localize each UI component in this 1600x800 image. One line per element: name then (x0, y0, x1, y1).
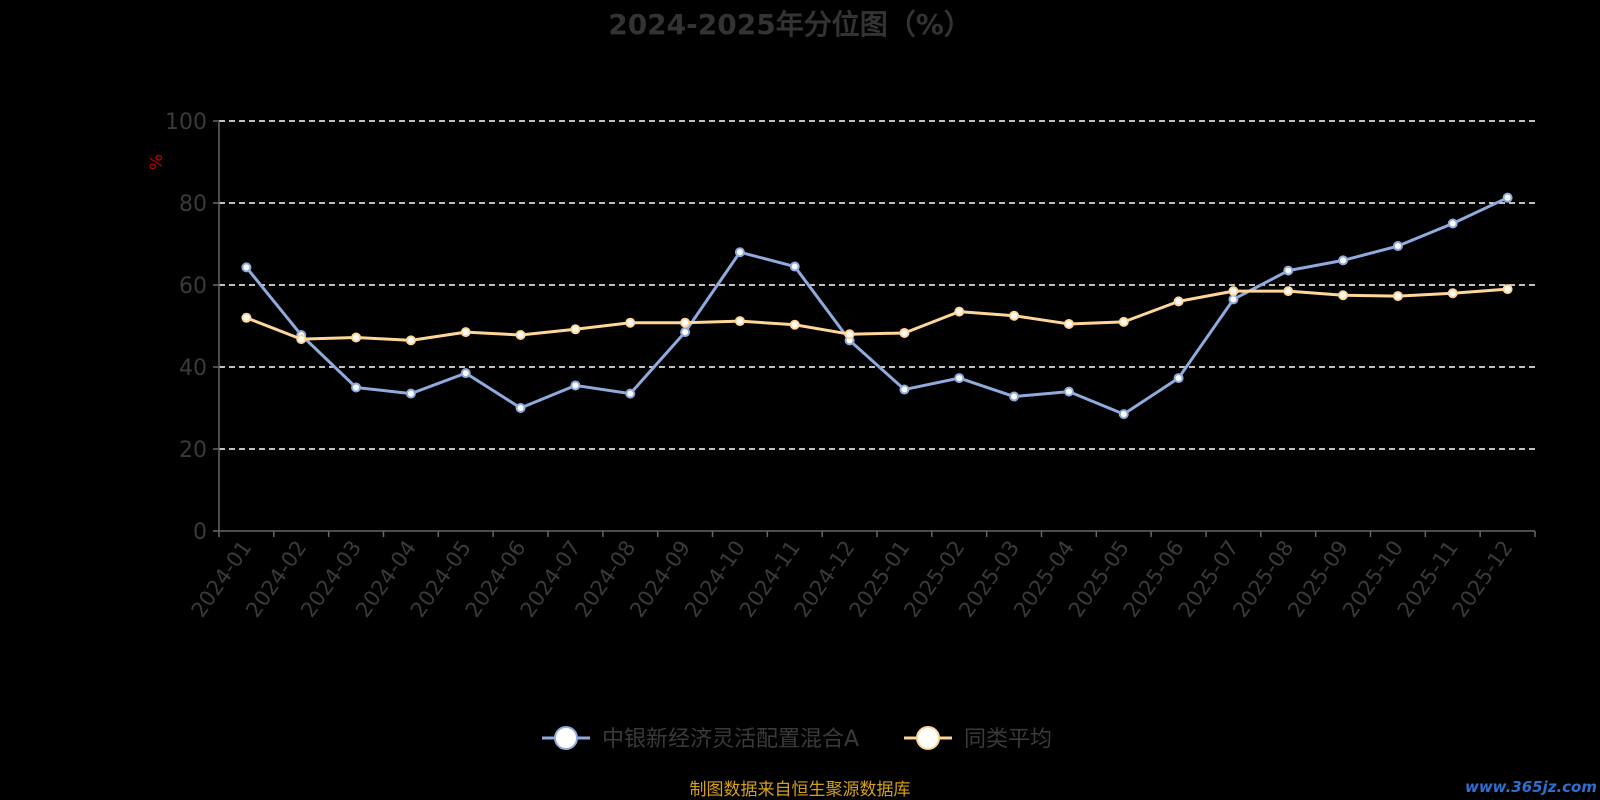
series-2-point-2024-07 (570, 324, 581, 335)
series-1-point-2024-05 (460, 368, 471, 379)
series-line-1 (245, 196, 1509, 416)
series-2-point-2024-12 (844, 329, 855, 340)
legend-marker-2 (916, 726, 940, 750)
series-line-2 (245, 287, 1508, 342)
y-tick-label-100: 100 (165, 110, 207, 135)
series-1-point-2024-01 (241, 262, 252, 273)
series-1-point-2024-04 (405, 388, 416, 399)
y-tick-label-80: 80 (179, 192, 207, 217)
series-2-point-2024-01 (241, 312, 252, 323)
chart-title: 2024-2025年分位图（%） (608, 8, 972, 41)
series-2-point-2025-08 (1283, 286, 1294, 297)
series-1-point-2025-03 (1009, 391, 1020, 402)
series-1-point-2025-11 (1447, 218, 1458, 229)
series-1-point-2024-06 (515, 403, 526, 413)
series-2 (241, 284, 1513, 346)
series-1-point-2025-05 (1118, 409, 1129, 420)
series-2-point-2025-01 (899, 327, 910, 338)
series-2-point-2025-04 (1063, 318, 1074, 329)
y-tick-labels: 0 20 40 60 80 100 (165, 110, 207, 545)
y-axis-unit-label: % (147, 154, 167, 170)
series-2-point-2025-12 (1502, 284, 1513, 295)
y-tick-label-0: 0 (193, 520, 207, 545)
series-1 (241, 192, 1513, 420)
series-2-point-2025-03 (1009, 310, 1020, 321)
series-2-point-2024-09 (680, 317, 691, 328)
data-source-note: 制图数据来自恒生聚源数据库 (690, 780, 911, 800)
y-tick-label-60: 60 (179, 274, 207, 299)
series-1-point-2025-12 (1502, 192, 1513, 203)
series-1-point-2025-10 (1392, 241, 1403, 252)
legend-item-2[interactable]: 同类平均 (904, 726, 1052, 752)
series-2-point-2024-02 (296, 334, 307, 345)
series-1-point-2024-11 (789, 261, 800, 272)
series-1-point-2025-02 (954, 373, 965, 384)
series-1-point-2024-10 (734, 247, 745, 258)
series-1-point-2025-04 (1063, 386, 1074, 397)
series-2-point-2024-10 (734, 316, 745, 327)
x-tick-labels: 2024-012024-022024-032024-042024-052024-… (187, 536, 1518, 622)
series-1-point-2025-08 (1283, 265, 1294, 276)
grid-lines (219, 120, 1535, 450)
axes (213, 120, 1536, 537)
legend-label-2: 同类平均 (964, 727, 1052, 752)
series-2-point-2024-11 (789, 319, 800, 330)
y-tick-label-40: 40 (179, 356, 207, 381)
series-1-point-2025-06 (1173, 373, 1184, 384)
watermark: www.365jz.com (1465, 778, 1597, 796)
series-2-point-2025-02 (954, 306, 965, 317)
series-2-point-2024-05 (460, 327, 471, 338)
legend[interactable]: 中银新经济灵活配置混合A 同类平均 (542, 726, 1052, 752)
series-1-point-2025-01 (899, 384, 910, 395)
series-2-point-2025-05 (1118, 316, 1129, 327)
series-2-point-2024-08 (625, 317, 636, 328)
series-2-point-2025-10 (1392, 291, 1403, 302)
series-1-point-2025-07 (1228, 294, 1239, 305)
legend-label-1: 中银新经济灵活配置混合A (602, 727, 859, 752)
series-1-point-2025-09 (1338, 255, 1349, 266)
series-1-point-2024-07 (570, 380, 581, 391)
y-tick-label-20: 20 (179, 438, 207, 463)
series-2-point-2025-06 (1173, 296, 1184, 307)
series-2-point-2024-06 (515, 330, 526, 341)
series-lines (241, 192, 1513, 420)
series-1-point-2024-03 (351, 382, 362, 393)
series-1-point-2024-09 (680, 327, 691, 338)
legend-marker-1 (554, 726, 578, 750)
series-2-point-2025-09 (1338, 290, 1349, 301)
series-2-point-2024-03 (351, 332, 362, 343)
series-2-point-2025-07 (1228, 286, 1239, 297)
legend-item-1[interactable]: 中银新经济灵活配置混合A (542, 726, 859, 752)
series-2-point-2024-04 (405, 335, 416, 346)
series-2-point-2025-11 (1447, 288, 1458, 299)
series-1-point-2024-08 (625, 388, 636, 399)
